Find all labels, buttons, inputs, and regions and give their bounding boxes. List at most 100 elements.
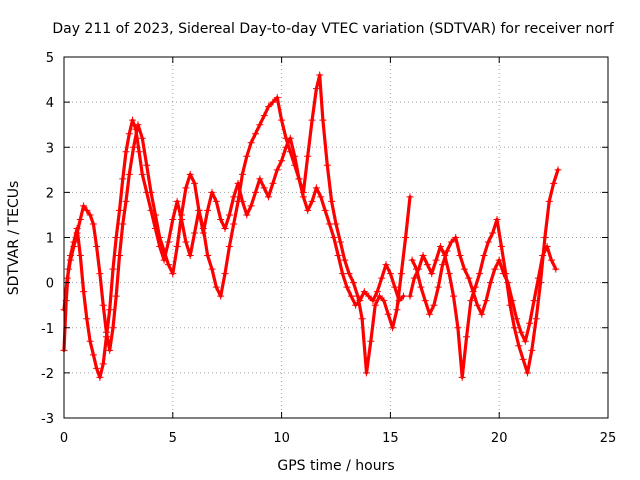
data-point xyxy=(260,112,268,120)
x-tick-label: 25 xyxy=(600,431,617,446)
data-point xyxy=(515,342,523,350)
data-point xyxy=(517,328,525,336)
data-point xyxy=(76,252,84,260)
data-point xyxy=(173,243,181,251)
data-point xyxy=(119,175,127,183)
data-point xyxy=(191,229,199,237)
data-point xyxy=(489,229,497,237)
data-point xyxy=(408,256,416,264)
series-trace-c xyxy=(406,166,562,381)
data-point xyxy=(122,148,130,156)
data-point xyxy=(106,306,114,314)
data-point xyxy=(282,143,290,151)
data-point xyxy=(186,252,194,260)
data-point xyxy=(347,292,355,300)
data-point xyxy=(521,337,529,345)
data-point xyxy=(119,220,127,228)
data-point xyxy=(151,211,159,219)
data-point xyxy=(482,297,490,305)
data-point xyxy=(504,279,512,287)
data-point xyxy=(319,116,327,124)
data-point xyxy=(135,148,143,156)
data-point xyxy=(191,179,199,187)
data-point xyxy=(308,197,316,205)
data-point xyxy=(534,274,542,282)
data-point xyxy=(513,315,521,323)
series-line xyxy=(62,123,406,352)
data-point xyxy=(463,333,471,341)
data-point xyxy=(439,261,447,269)
data-point xyxy=(554,166,562,174)
data-point xyxy=(212,283,220,291)
data-point xyxy=(109,265,117,273)
data-point xyxy=(434,283,442,291)
data-point xyxy=(382,261,390,269)
data-point xyxy=(251,130,259,138)
data-point xyxy=(273,94,281,102)
data-point xyxy=(356,297,364,305)
data-point xyxy=(352,301,360,309)
data-point xyxy=(260,184,268,192)
y-axis-label: SDTVAR / TECUs xyxy=(6,181,22,296)
x-tick-label: 10 xyxy=(273,431,290,446)
data-point xyxy=(406,292,414,300)
y-tick-label: -1 xyxy=(41,322,54,337)
data-point xyxy=(413,265,421,273)
data-point xyxy=(295,175,303,183)
data-point xyxy=(304,206,312,214)
x-tick-label: 15 xyxy=(382,431,399,446)
y-tick-label: -3 xyxy=(41,412,54,427)
data-point xyxy=(265,193,273,201)
data-point xyxy=(523,369,531,377)
data-point xyxy=(265,103,273,111)
data-point xyxy=(543,243,551,251)
data-point xyxy=(130,143,138,151)
data-point xyxy=(286,134,294,142)
data-point xyxy=(323,161,331,169)
data-point xyxy=(256,175,264,183)
data-point xyxy=(93,364,101,372)
data-point xyxy=(70,243,78,251)
data-point xyxy=(367,337,375,345)
data-point xyxy=(99,301,107,309)
y-tick-label: 2 xyxy=(46,186,54,201)
data-point xyxy=(308,116,316,124)
data-point xyxy=(486,279,494,287)
data-point xyxy=(243,152,251,160)
data-point xyxy=(160,247,168,255)
data-point xyxy=(491,265,499,273)
data-point xyxy=(402,234,410,241)
data-point xyxy=(89,351,97,359)
data-point xyxy=(256,121,264,129)
data-point xyxy=(384,310,392,318)
data-point xyxy=(399,292,407,300)
data-point xyxy=(169,215,177,223)
data-point xyxy=(164,261,172,269)
data-point xyxy=(421,297,429,305)
data-point xyxy=(112,292,120,300)
data-point xyxy=(169,270,177,278)
series-line xyxy=(62,73,412,379)
data-point xyxy=(129,116,137,124)
data-point xyxy=(476,270,484,278)
data-point xyxy=(278,116,286,124)
data-point xyxy=(547,256,555,264)
data-point xyxy=(386,270,394,278)
data-point xyxy=(238,170,246,178)
data-point xyxy=(500,270,508,278)
data-point xyxy=(225,211,233,219)
data-point xyxy=(478,310,486,318)
y-tick-label: 3 xyxy=(46,141,54,156)
data-point xyxy=(349,279,357,287)
x-tick-label: 20 xyxy=(491,431,508,446)
data-point xyxy=(186,170,194,178)
data-point xyxy=(550,179,558,187)
x-axis-label: GPS time / hours xyxy=(277,458,394,474)
data-point xyxy=(430,301,438,309)
data-point xyxy=(480,252,488,260)
data-point xyxy=(115,206,123,214)
data-point xyxy=(469,288,477,296)
data-point xyxy=(63,274,71,282)
data-point xyxy=(212,197,220,205)
data-point xyxy=(204,252,212,260)
